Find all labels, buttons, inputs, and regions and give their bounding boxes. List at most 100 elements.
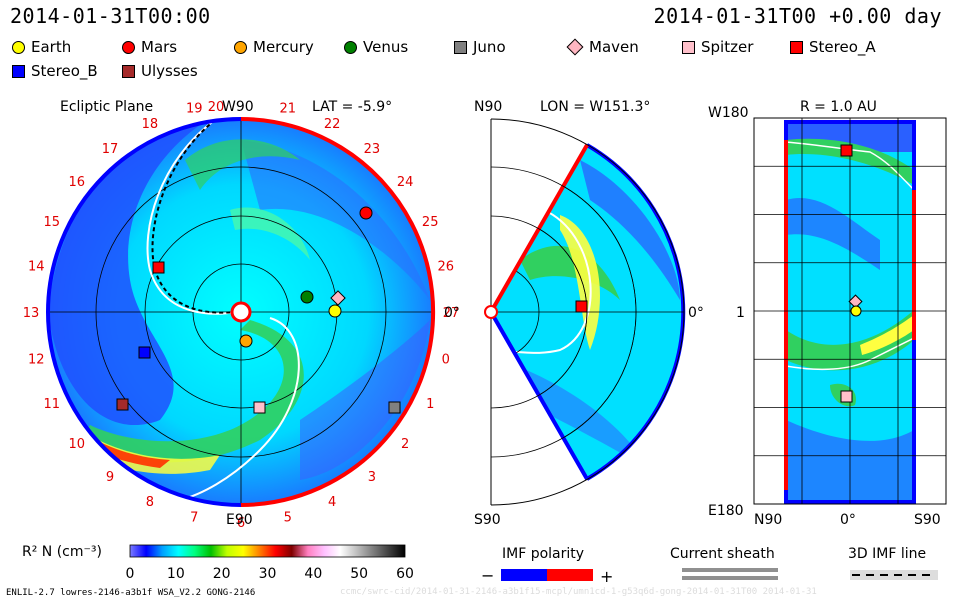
stereo-a-latlon-marker [840,144,853,157]
hour-label: 7 [190,511,198,526]
legend-item: Ulysses [122,62,198,80]
faint-footer: ccmc/swrc-cid/2014-01-31-2146-a3b1f15-mc… [340,587,817,597]
ecliptic-hour-labels: 2122232425262701234567891011121314151617… [23,100,460,531]
hour-label: 24 [397,175,414,190]
meridional-top-left: N90 [474,99,502,115]
colorbar-label: R² N (cm⁻³) [22,544,102,560]
legend-item: Spitzer [682,38,753,56]
hour-label: 11 [44,397,61,412]
spitzer-latlon-marker [840,390,853,403]
hour-label: 22 [324,117,341,132]
legend-label: Maven [589,38,639,56]
latlon-top-left: W180 [708,105,749,121]
circle-icon [234,40,247,54]
imf-line-title: 3D IMF line [848,546,926,562]
hour-label: 13 [23,306,40,321]
imf-plus: + [600,567,613,586]
ecliptic-title: Ecliptic Plane [60,99,153,115]
legend-label: Ulysses [141,62,198,80]
meridional-panel: N90 LON = W151.3° S90 0° [474,99,704,528]
imf-line-key: 3D IMF line [848,546,938,580]
hour-label: 6 [237,516,245,531]
ecliptic-right-label: 0° [444,305,460,321]
hour-label: 17 [102,142,119,157]
maven-latlon-marker [848,294,863,309]
mars-marker [359,206,373,220]
legend-item: Mercury [234,38,314,56]
latlon-mid-left: 1 [736,305,745,321]
imf-minus: − [481,566,494,585]
hour-label: 10 [69,437,86,452]
legend-label: Stereo_B [31,62,98,80]
juno-marker [388,401,401,414]
colorbar-tick-label: 20 [213,566,231,582]
legend-label: Earth [31,38,72,56]
legend-label: Mercury [253,38,314,56]
mercury-marker [239,334,253,348]
ecliptic-plane-panel: 2122232425262701234567891011121314151617… [23,99,460,531]
square-icon [682,40,695,54]
datetime-header: 2014-01-31T00:00 [10,4,211,28]
legend-label: Juno [473,38,506,56]
colorbar-tick-label: 30 [259,566,277,582]
meridional-right-label: 0° [688,305,704,321]
colorbar-tick-label: 0 [126,566,135,582]
square-icon [122,64,135,78]
hour-label: 26 [437,259,454,274]
square-icon [454,40,467,54]
meridional-lon-label: LON = W151.3° [540,99,650,115]
imf-polarity-title: IMF polarity [502,546,584,562]
stereo-b-marker [138,346,151,359]
circle-icon [12,40,25,54]
hour-label: 4 [328,495,336,510]
hour-label: 3 [368,470,376,485]
hour-label: 9 [106,470,114,485]
ecliptic-top-label: W90 [222,99,254,115]
venus-marker [300,290,314,304]
legend-item: Maven [566,38,639,56]
legend-label: Venus [363,38,409,56]
hour-label: 18 [142,117,159,132]
legend-label: Mars [141,38,178,56]
hour-label: 27 [443,306,460,321]
colorbar-tick-label: 50 [350,566,368,582]
hour-label: 5 [284,511,292,526]
colorbar-tick-label: 60 [396,566,414,582]
current-sheath-title: Current sheath [670,546,775,562]
legend-label: Stereo_A [809,38,876,56]
earth-marker [328,304,342,318]
square-icon [12,64,25,78]
latlon-bottom-left: E180 [708,503,744,519]
hour-label: 21 [279,101,296,116]
maven-marker [330,290,346,306]
relative-day-header: 2014-01-31T00 +0.00 day [653,4,942,28]
object-legend: Earth Mars Mercury Venus Juno Maven Spitzer Ste… [12,38,952,86]
earth-latlon-marker [850,305,862,317]
hour-label: 16 [69,175,86,190]
hour-label: 14 [28,259,45,274]
hour-label: 25 [422,215,439,230]
hour-label: 20 [208,100,225,115]
ecliptic-bottom-label: E90 [226,512,253,528]
circle-icon [344,40,357,54]
lat-lon-panel: R = 1.0 AU W180 1 E180 N90 0° S90 [708,99,947,528]
hour-label: 2 [401,437,409,452]
latlon-bottom-s: S90 [914,512,941,528]
legend-label: Spitzer [701,38,754,56]
legend-item: Mars [122,38,177,56]
hour-label: 1 [426,397,434,412]
legend-item: Stereo_B [12,62,98,80]
legend-item: Juno [454,38,506,56]
legend-item: Venus [344,38,408,56]
density-colorbar: R² N (cm⁻³) 0 10 20 30 40 50 60 [22,544,414,582]
hour-label: 8 [146,495,154,510]
legend-item: Earth [12,38,71,56]
hour-label: 15 [44,215,61,230]
hour-label: 0 [442,353,450,368]
latlon-bottom-zero: 0° [840,512,856,528]
stereo-a-marker [152,261,165,274]
ulysses-marker [116,398,129,411]
hour-label: 23 [364,142,381,157]
colorbar-tick-label: 40 [304,566,322,582]
